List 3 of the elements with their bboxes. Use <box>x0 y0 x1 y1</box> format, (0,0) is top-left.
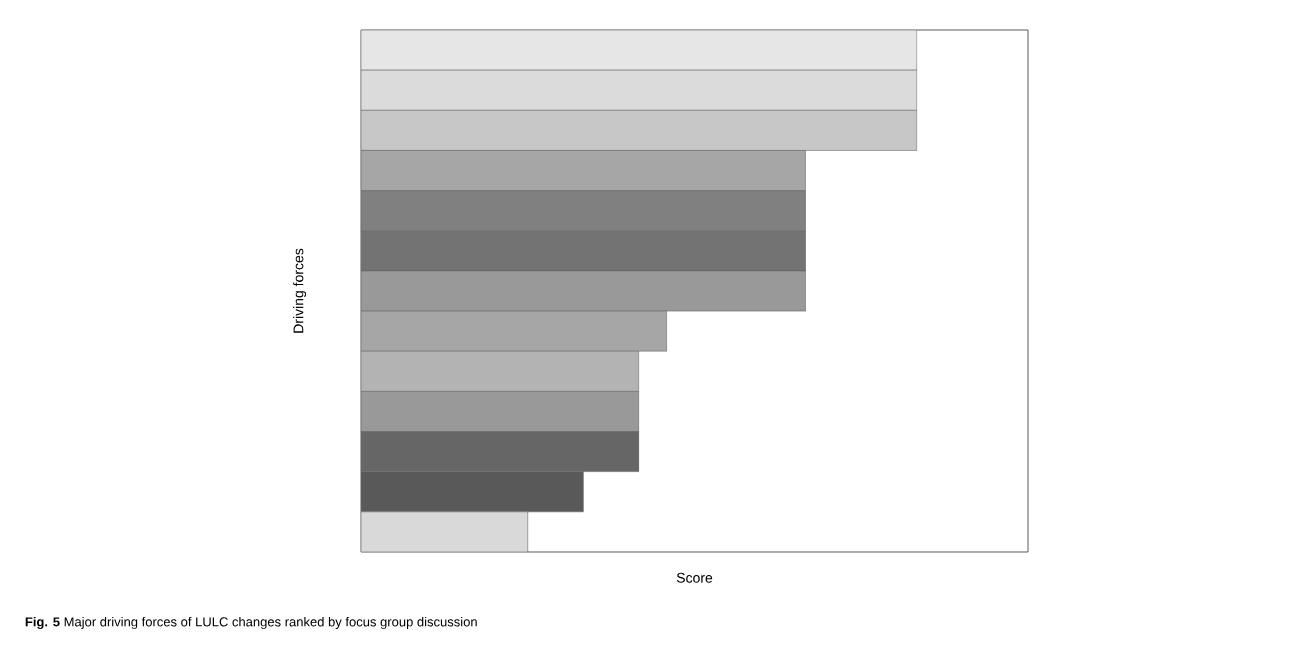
x-axis-title: Score <box>676 572 713 583</box>
text: Fig. 5 Major driving forces of LULC changes ranked by focus group discussion <box>25 616 477 630</box>
y-axis-title: Driving forces <box>293 248 307 333</box>
